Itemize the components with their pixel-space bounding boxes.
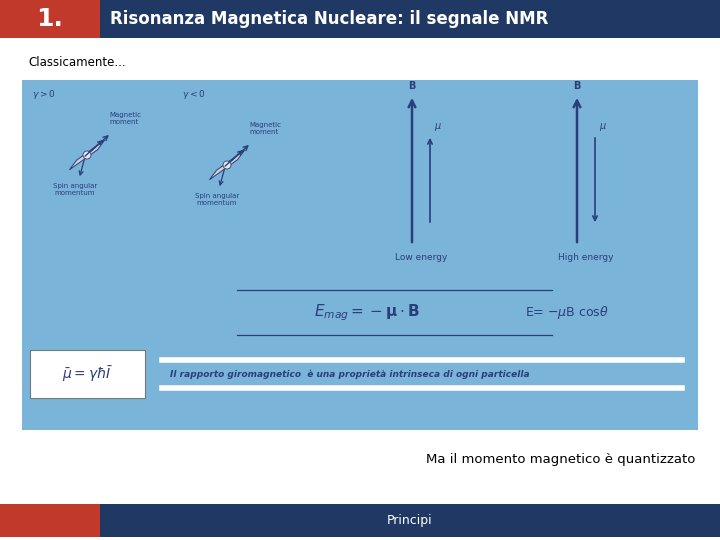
Text: Magnetic
moment: Magnetic moment [109, 112, 141, 125]
Circle shape [83, 151, 91, 159]
Text: 1.: 1. [37, 7, 63, 31]
Text: Principi: Principi [387, 514, 433, 527]
Text: $E_{mag} = -\mathbf{\mu} \cdot \mathbf{B}$: $E_{mag} = -\mathbf{\mu} \cdot \mathbf{B… [314, 302, 420, 323]
Text: E= $-\mu$B cos$\theta$: E= $-\mu$B cos$\theta$ [525, 304, 609, 321]
Bar [30, 350, 145, 398]
Text: B: B [573, 81, 581, 91]
Text: $\mu$: $\mu$ [434, 121, 442, 133]
Bar [100, 0, 720, 38]
Polygon shape [69, 140, 104, 170]
Text: High energy: High energy [558, 253, 613, 262]
Circle shape [223, 161, 231, 169]
Text: Il rapporto giromagnetico  è una proprietà intrinseca di ogni particella: Il rapporto giromagnetico è una propriet… [170, 369, 530, 379]
Text: Risonanza Magnetica Nucleare: il segnale NMR: Risonanza Magnetica Nucleare: il segnale… [110, 10, 549, 28]
Text: Classicamente...: Classicamente... [28, 56, 125, 69]
Text: $\bar{\mu} = \gamma \hbar \bar{I}$: $\bar{\mu} = \gamma \hbar \bar{I}$ [62, 364, 113, 384]
Text: B: B [408, 81, 415, 91]
Text: $\gamma < 0$: $\gamma < 0$ [182, 88, 205, 101]
Bar [0, 504, 100, 537]
Text: $\mu$: $\mu$ [599, 121, 607, 133]
Text: $\gamma > 0$: $\gamma > 0$ [32, 88, 55, 101]
Polygon shape [210, 150, 245, 180]
Text: Magnetic
moment: Magnetic moment [249, 122, 281, 135]
Text: Spin angular
momentum: Spin angular momentum [195, 193, 239, 206]
Text: Spin angular
momentum: Spin angular momentum [53, 183, 97, 196]
Bar [22, 80, 698, 430]
Text: Ma il momento magnetico è quantizzato: Ma il momento magnetico è quantizzato [426, 454, 695, 467]
Text: Low energy: Low energy [395, 253, 447, 262]
Bar [0, 0, 100, 38]
Bar [100, 504, 720, 537]
